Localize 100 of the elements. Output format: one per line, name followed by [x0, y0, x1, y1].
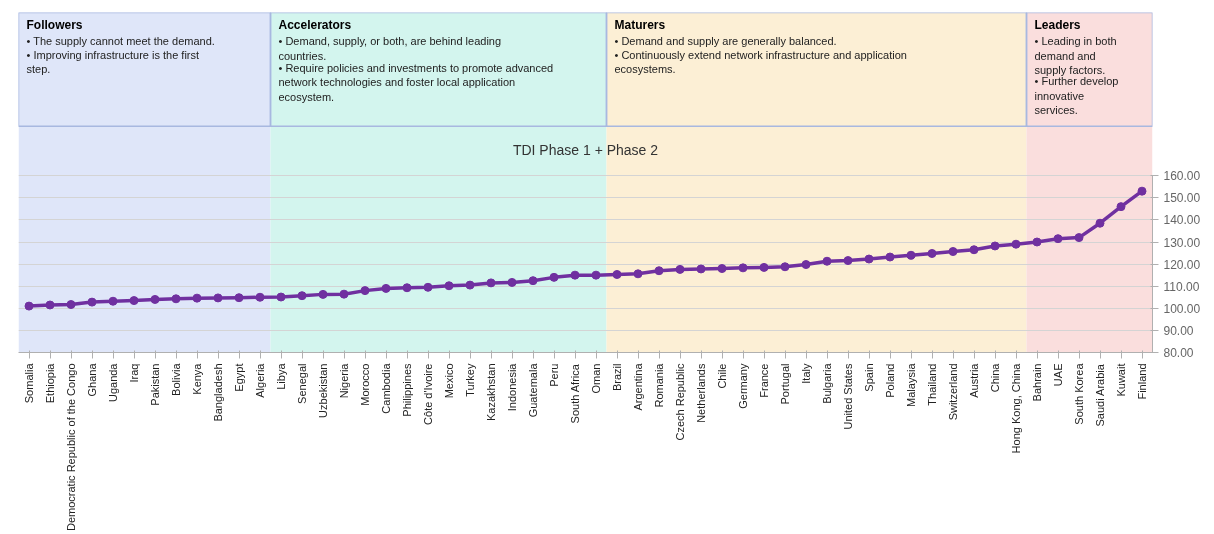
x-tick-label: Iraq: [128, 363, 140, 383]
y-tick-label: 140.00: [1163, 213, 1201, 228]
x-tick-label: Finland: [1136, 363, 1148, 400]
band-label: Accelerators: [278, 18, 352, 33]
point: [444, 281, 454, 291]
x-tick-label: UAE: [1052, 363, 1064, 387]
x-tick-label: Turkey: [464, 363, 476, 397]
x-tick-label: Somalia: [23, 362, 35, 404]
point: [570, 270, 580, 280]
point: [24, 301, 34, 311]
x-tick-label: Portugal: [779, 363, 791, 405]
point: [150, 294, 160, 304]
x-tick-label: United States: [842, 363, 854, 430]
x-tick-label: Romania: [653, 362, 665, 408]
point: [1137, 186, 1147, 196]
point: [759, 262, 769, 272]
x-tick-label: Pakistan: [149, 363, 161, 406]
x-tick-label: South Korea: [1073, 362, 1085, 425]
point: [738, 263, 748, 273]
point: [1032, 237, 1042, 247]
x-tick-label: Malaysia: [905, 362, 917, 407]
point: [696, 264, 706, 274]
point: [864, 254, 874, 264]
x-tick-label: Spain: [863, 363, 875, 392]
x-tick-label: Morocco: [359, 363, 371, 406]
point: [801, 260, 811, 270]
band-label: Maturers: [614, 18, 666, 33]
x-tick-label: Germany: [737, 363, 749, 409]
point: [885, 252, 895, 262]
x-tick-label: Netherlands: [695, 363, 707, 423]
x-tick-label: Algeria: [254, 362, 266, 398]
point: [108, 296, 118, 306]
y-tick-label: 90.00: [1163, 323, 1194, 338]
band-label: Leaders: [1034, 18, 1081, 33]
point: [549, 272, 559, 282]
x-tick-label: Kenya: [191, 362, 203, 395]
y-tick-label: 150.00: [1163, 191, 1201, 206]
point: [717, 264, 727, 274]
point: [423, 282, 433, 292]
y-tick-label: 160.00: [1163, 169, 1201, 184]
x-tick-label: Saudi Arabia: [1094, 363, 1106, 427]
y-tick-label: 80.00: [1163, 346, 1194, 360]
y-tick-label: 110.00: [1163, 279, 1200, 294]
x-tick-label: Italy: [800, 363, 812, 384]
x-tick-label: Mexico: [443, 363, 455, 399]
y-tick-label: 100.00: [1163, 301, 1201, 316]
x-tick-label: Bolivia: [170, 362, 182, 396]
chart-title: TDI Phase 1 + Phase 2: [512, 142, 659, 158]
x-tick-label: China: [989, 362, 1001, 393]
text: • Require policies and investments to promote advanced network technologies and foster local application ecosystem.: [278, 61, 554, 103]
text: • Leading in both demand and supply factors.: [1034, 35, 1117, 77]
point: [927, 249, 937, 258]
point: [1011, 239, 1021, 249]
point: [1116, 202, 1126, 212]
x-tick-label: Argentina: [632, 362, 644, 411]
x-tick-label: Democratic Republic of the Congo: [65, 363, 77, 532]
point: [360, 286, 370, 296]
point: [948, 247, 958, 256]
text: • Demand, supply, or both, are behind leading countries.: [278, 35, 502, 62]
point: [822, 256, 832, 266]
x-tick-label: Thailand: [926, 363, 938, 406]
x-tick-label: Kuwait: [1115, 363, 1127, 397]
x-tick-label: Philippines: [401, 363, 413, 417]
x-tick-label: Bulgaria: [821, 362, 833, 404]
text: • Further develop innovative services.: [1034, 75, 1119, 117]
x-tick-label: Senegal: [296, 363, 308, 404]
point: [234, 293, 244, 303]
point: [486, 278, 496, 288]
point: [591, 270, 601, 280]
point: [276, 292, 286, 302]
point: [507, 277, 517, 287]
x-tick-label: Libya: [275, 362, 287, 390]
point: [843, 256, 853, 266]
x-tick-label: Indonesia: [506, 362, 518, 412]
x-tick-label: Switzerland: [947, 363, 959, 421]
point: [129, 296, 139, 306]
point: [213, 293, 223, 303]
point: [969, 245, 979, 255]
point: [1074, 233, 1084, 243]
point: [1053, 234, 1063, 244]
x-tick-label: Guatemala: [527, 362, 539, 418]
x-tick-label: South Africa: [569, 363, 581, 424]
point: [66, 300, 76, 310]
point: [297, 291, 307, 301]
point: [654, 266, 664, 276]
x-tick-label: Côte d'Ivoire: [422, 363, 434, 425]
point: [1095, 218, 1105, 228]
point: [906, 250, 916, 260]
point: [990, 241, 1000, 251]
point: [339, 289, 349, 299]
y-tick-label: 120.00: [1163, 257, 1201, 272]
text: • Demand and supply are generally balanced.: [614, 35, 837, 48]
x-tick-label: Cambodia: [380, 362, 392, 414]
x-tick-label: Poland: [884, 363, 896, 398]
point: [318, 289, 328, 299]
point: [87, 297, 97, 307]
point: [528, 276, 538, 286]
point: [402, 283, 412, 293]
point: [780, 262, 790, 272]
point: [675, 264, 685, 274]
